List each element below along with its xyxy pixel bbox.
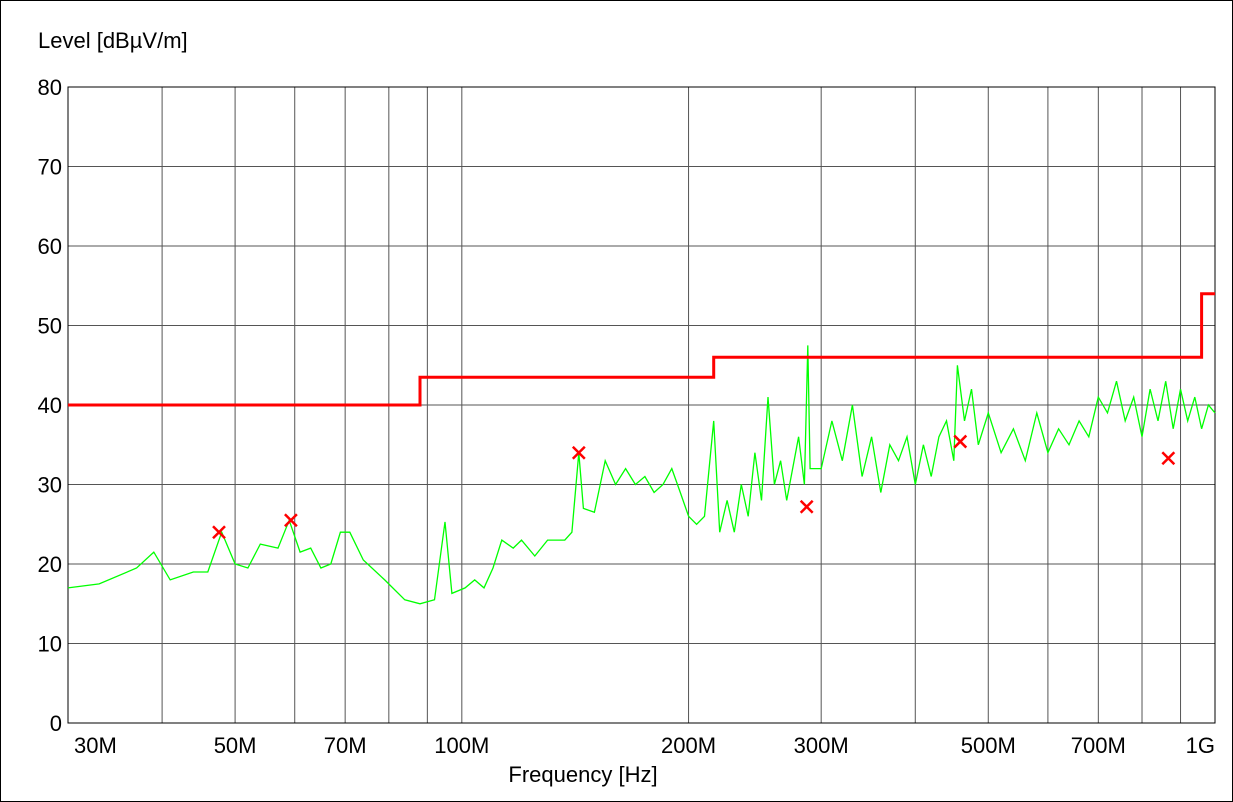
x-tick-label: 500M (961, 733, 1016, 758)
y-tick-label: 10 (38, 632, 62, 657)
x-tick-label: 700M (1071, 733, 1126, 758)
y-tick-label: 30 (38, 473, 62, 498)
y-tick-label: 50 (38, 314, 62, 339)
data-line (67, 345, 1216, 605)
peak-marker (571, 445, 586, 460)
x-tick-label: 70M (324, 733, 367, 758)
peak-marker (1161, 451, 1176, 466)
peak-marker (953, 434, 968, 449)
x-tick-label: 200M (661, 733, 716, 758)
peak-marker (284, 513, 298, 528)
y-tick-label: 70 (38, 155, 62, 180)
x-tick-label: 300M (794, 733, 849, 758)
y-tick-label: 0 (50, 711, 62, 736)
x-axis-label: Frequency [Hz] (508, 762, 657, 787)
x-tick-label: 50M (214, 733, 257, 758)
y-tick-label: 40 (38, 393, 62, 418)
y-tick-label: 20 (38, 552, 62, 577)
peak-marker (212, 525, 226, 540)
y-tick-label: 80 (38, 75, 62, 100)
y-tick-label: 60 (38, 234, 62, 259)
x-tick-label: 100M (434, 733, 489, 758)
x-tick-label: 30M (74, 733, 117, 758)
data-line (68, 292, 1215, 407)
y-axis-label: Level [dBµV/m] (38, 28, 188, 53)
peak-marker (799, 499, 814, 514)
x-tick-label: 1G (1186, 733, 1215, 758)
